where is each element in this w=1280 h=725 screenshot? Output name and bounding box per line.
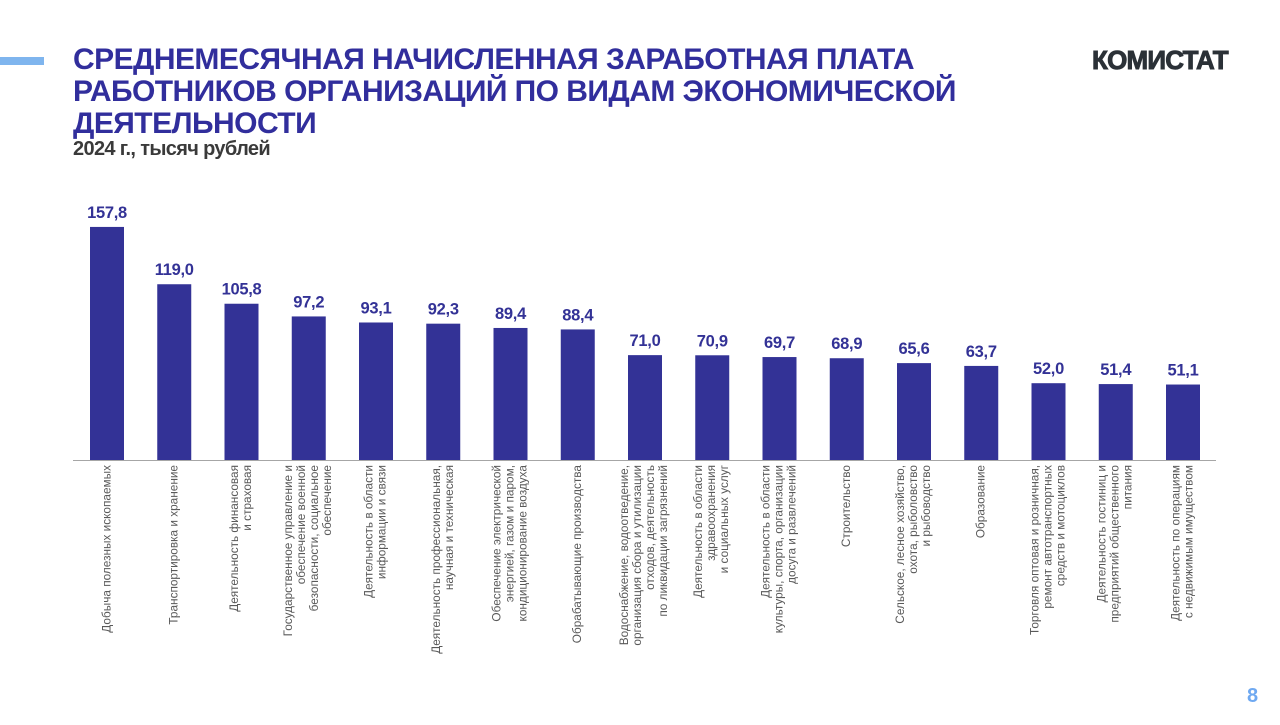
- svg-text:Добыча полезных ископаемых: Добыча полезных ископаемых: [99, 465, 113, 633]
- svg-text:Транспортировка и хранение: Транспортировка и хранение: [167, 465, 181, 625]
- svg-text:Деятельность в областиздравоох: Деятельность в областиздравоохраненияи с…: [691, 465, 731, 598]
- svg-text:Строительство: Строительство: [839, 465, 853, 548]
- svg-text:105,8: 105,8: [222, 281, 262, 299]
- svg-text:Сельское, лесное хозяйство,охо: Сельское, лесное хозяйство,охота, рыболо…: [893, 465, 933, 624]
- svg-text:Торговля оптовая и розничная,р: Торговля оптовая и розничная,ремонт авто…: [1027, 465, 1067, 635]
- svg-text:93,1: 93,1: [361, 299, 392, 317]
- svg-text:Деятельность гостиниц ипредпри: Деятельность гостиниц ипредприятий общес…: [1095, 465, 1135, 623]
- svg-text:89,4: 89,4: [495, 305, 527, 323]
- svg-text:65,6: 65,6: [899, 340, 930, 358]
- svg-text:Государственное управление иоб: Государственное управление иобеспечение …: [281, 465, 334, 637]
- svg-text:Обеспечение электрическойэнерг: Обеспечение электрическойэнергией, газом…: [489, 465, 529, 622]
- svg-text:Деятельность финансоваяи страх: Деятельность финансоваяи страховая: [227, 465, 254, 612]
- svg-text:Деятельность в областикультуры: Деятельность в областикультуры, спорта, …: [758, 465, 798, 633]
- svg-text:68,9: 68,9: [831, 335, 862, 353]
- svg-text:157,8: 157,8: [87, 204, 127, 222]
- svg-text:63,7: 63,7: [966, 343, 997, 361]
- svg-text:119,0: 119,0: [155, 261, 194, 279]
- svg-text:Деятельность профессиональная,: Деятельность профессиональная,научная и …: [429, 465, 456, 654]
- svg-text:51,4: 51,4: [1100, 361, 1132, 379]
- svg-text:Деятельность в областиинформац: Деятельность в областиинформации и связи: [362, 465, 389, 598]
- svg-text:52,0: 52,0: [1033, 360, 1064, 378]
- svg-text:51,1: 51,1: [1168, 362, 1199, 380]
- svg-text:Обрабатывающие производства: Обрабатывающие производства: [570, 465, 584, 644]
- svg-text:Деятельность по операциямс нед: Деятельность по операциямс недвижимым им…: [1169, 465, 1196, 621]
- svg-text:Водоснабжение, водоотведение,о: Водоснабжение, водоотведение,организация…: [617, 465, 670, 646]
- svg-text:88,4: 88,4: [562, 306, 594, 324]
- svg-text:69,7: 69,7: [764, 334, 795, 352]
- svg-text:70,9: 70,9: [697, 332, 728, 350]
- svg-text:97,2: 97,2: [293, 293, 324, 311]
- svg-text:92,3: 92,3: [428, 301, 459, 319]
- svg-text:Образование: Образование: [974, 465, 988, 539]
- svg-text:71,0: 71,0: [630, 332, 661, 350]
